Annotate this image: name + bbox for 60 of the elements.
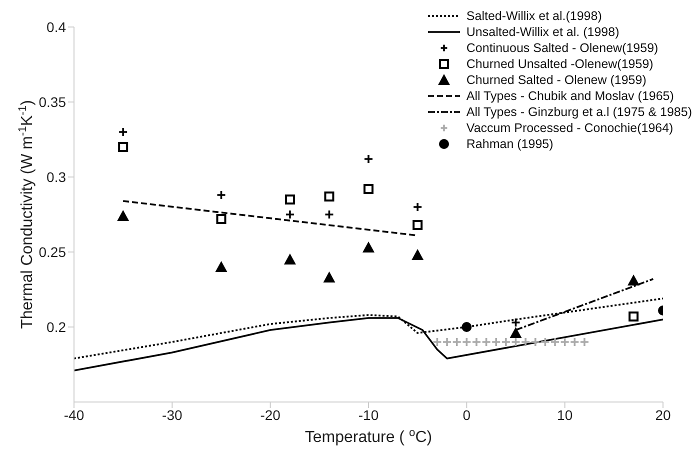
point [324,210,334,220]
point [364,154,374,164]
legend-label: All Types - Chubik and Moslav (1965) [466,88,674,104]
point [412,202,422,212]
point [580,337,590,347]
point [472,337,482,347]
point [216,190,226,200]
point [570,337,580,347]
point [560,337,570,347]
point [412,249,424,260]
point [452,337,462,347]
point [324,192,334,202]
x-tick-label: 20 [655,406,671,423]
point [362,242,374,252]
point [284,254,296,264]
point [118,127,128,137]
point [364,184,374,194]
x-axis-title: Temperature ( $^{o}$C) [304,427,432,446]
legend-label: Unsalted-Willix et al. (1998) [466,24,620,40]
point [216,214,226,224]
point [284,194,295,204]
point [540,337,550,347]
point [323,272,336,282]
y-tick-label: 0.2 [46,318,66,335]
x-tick-label: 10 [557,406,573,423]
point [491,337,502,347]
point [117,210,130,221]
legend-label: All Types - Ginzburg et a.l (1975 & 1985) [466,104,692,120]
point [432,337,442,347]
legend-label: Churned Unsalted -Olenew(1959) [466,56,654,72]
point [550,337,560,347]
point [481,337,492,347]
y-tick-label: 0.3 [46,168,66,185]
point [442,337,452,347]
point [510,337,521,347]
point [530,337,540,347]
legend-label: Churned Salted - Olenew (1959) [466,72,646,88]
point [520,337,530,347]
legend-label: Vaccum Processed - Conochie(1964) [466,120,674,136]
legend-label: Salted-Willix et al.(1998) [466,8,602,24]
point [462,337,472,347]
y-tick-label: 0.35 [38,94,66,110]
y-tick-label: 0.25 [38,244,66,260]
point [628,274,640,286]
y-tick-label: 0.4 [46,18,66,35]
point [412,220,423,230]
point [285,210,295,220]
point [510,318,521,328]
legend-label: Continuous Salted - Olenew(1959) [466,40,658,56]
point [501,337,511,347]
x-tick-label: -20 [260,406,281,423]
x-tick-label: -10 [358,406,379,423]
point [510,327,522,338]
legend-label: Rahman (1995) [466,136,554,152]
x-tick-label: -40 [64,406,84,423]
point [215,261,228,272]
x-tick-label: -30 [162,406,182,423]
point [118,142,128,152]
x-tick-label: 0 [462,406,471,423]
point [628,312,639,322]
